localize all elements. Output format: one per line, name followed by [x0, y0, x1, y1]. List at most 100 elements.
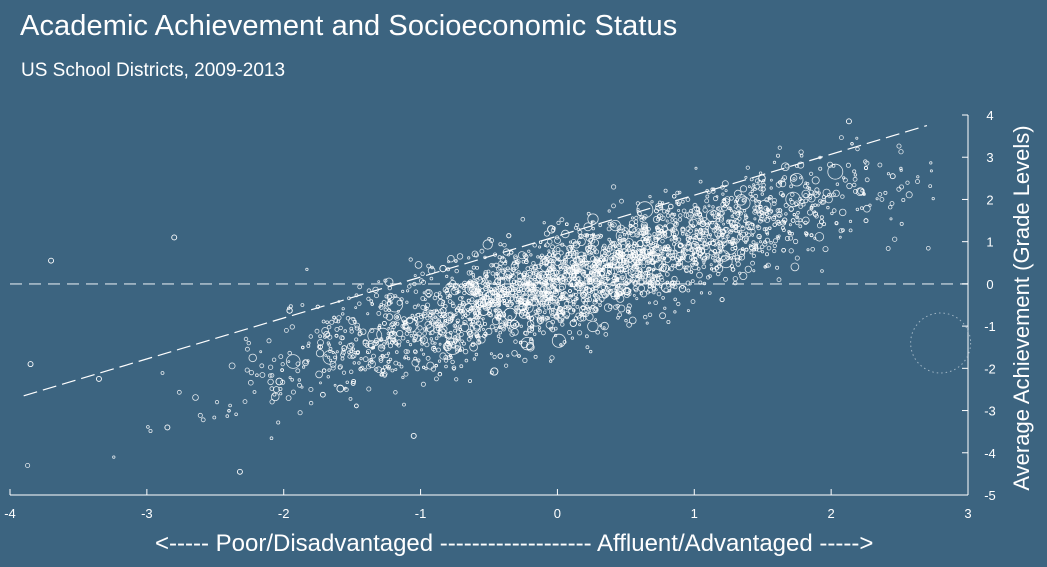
data-point	[928, 184, 933, 189]
data-point	[616, 224, 626, 234]
data-point	[677, 208, 681, 212]
data-point	[405, 349, 410, 354]
data-point	[318, 344, 323, 350]
data-point	[339, 335, 345, 341]
data-point	[654, 280, 660, 286]
data-point	[563, 291, 567, 295]
data-point	[764, 230, 769, 235]
data-point	[509, 250, 514, 255]
data-point	[497, 311, 503, 317]
data-point	[432, 345, 436, 349]
data-point	[702, 261, 706, 265]
data-point	[403, 349, 409, 354]
data-point	[569, 279, 577, 288]
data-point	[470, 297, 475, 302]
data-point	[414, 261, 423, 269]
data-point	[532, 284, 537, 289]
data-point	[321, 319, 326, 324]
data-point	[403, 354, 408, 359]
data-point	[703, 245, 709, 251]
data-point	[551, 333, 566, 348]
data-point	[517, 289, 521, 294]
data-point	[323, 335, 327, 339]
data-point	[730, 214, 734, 218]
data-point	[525, 266, 531, 271]
data-point	[656, 291, 662, 297]
data-point	[485, 327, 493, 336]
data-point	[744, 231, 749, 235]
data-point	[326, 355, 331, 359]
data-point	[864, 177, 870, 183]
data-point	[491, 288, 500, 297]
data-point	[845, 162, 851, 168]
data-point	[344, 387, 349, 392]
data-point	[722, 222, 725, 226]
data-point	[557, 258, 561, 262]
data-point	[667, 289, 672, 293]
data-point	[320, 391, 326, 398]
data-point	[721, 180, 729, 188]
data-point	[533, 275, 537, 280]
data-point	[707, 204, 711, 208]
data-point	[803, 193, 809, 199]
data-point	[527, 316, 530, 320]
data-point	[602, 257, 607, 262]
data-point	[652, 291, 656, 295]
data-point	[413, 289, 419, 294]
data-point	[457, 337, 461, 341]
data-point	[758, 171, 763, 175]
data-point	[531, 261, 536, 266]
data-point	[601, 289, 605, 293]
data-point	[668, 266, 674, 272]
data-point	[650, 200, 654, 204]
data-point	[505, 273, 509, 277]
data-point	[505, 304, 510, 308]
data-point	[464, 302, 473, 311]
data-point	[246, 340, 251, 346]
data-point	[349, 326, 354, 331]
data-point	[400, 335, 406, 341]
data-point	[393, 390, 398, 395]
data-point	[611, 222, 617, 228]
data-point	[297, 378, 301, 382]
data-point	[465, 311, 471, 316]
data-point	[470, 287, 474, 291]
data-point	[607, 304, 613, 309]
data-point	[334, 326, 340, 332]
data-point	[677, 217, 683, 222]
data-point	[771, 201, 777, 207]
data-point	[533, 354, 538, 359]
data-point	[269, 436, 274, 441]
data-point	[819, 215, 824, 220]
data-point	[485, 295, 490, 300]
data-point	[593, 298, 597, 303]
data-point	[549, 359, 553, 363]
data-point	[723, 276, 728, 282]
data-point	[269, 386, 275, 391]
data-point	[570, 245, 574, 249]
data-point	[341, 370, 347, 375]
data-point	[447, 299, 453, 304]
data-point	[626, 240, 631, 245]
data-point	[422, 365, 426, 369]
data-point	[496, 334, 501, 339]
data-point	[483, 282, 488, 287]
data-point	[845, 118, 852, 125]
data-point	[799, 199, 805, 205]
data-point	[593, 293, 597, 297]
data-point	[489, 287, 493, 292]
data-point	[585, 297, 590, 303]
data-point	[587, 293, 592, 298]
data-point	[605, 277, 610, 281]
data-point	[656, 277, 660, 282]
data-point	[506, 233, 512, 239]
data-point	[420, 279, 426, 285]
data-point	[351, 317, 356, 322]
data-point	[681, 208, 687, 214]
data-point	[542, 221, 546, 225]
data-point	[763, 265, 767, 269]
data-point	[665, 219, 669, 223]
data-point	[686, 309, 690, 313]
data-point	[751, 233, 754, 237]
data-point	[712, 249, 718, 254]
